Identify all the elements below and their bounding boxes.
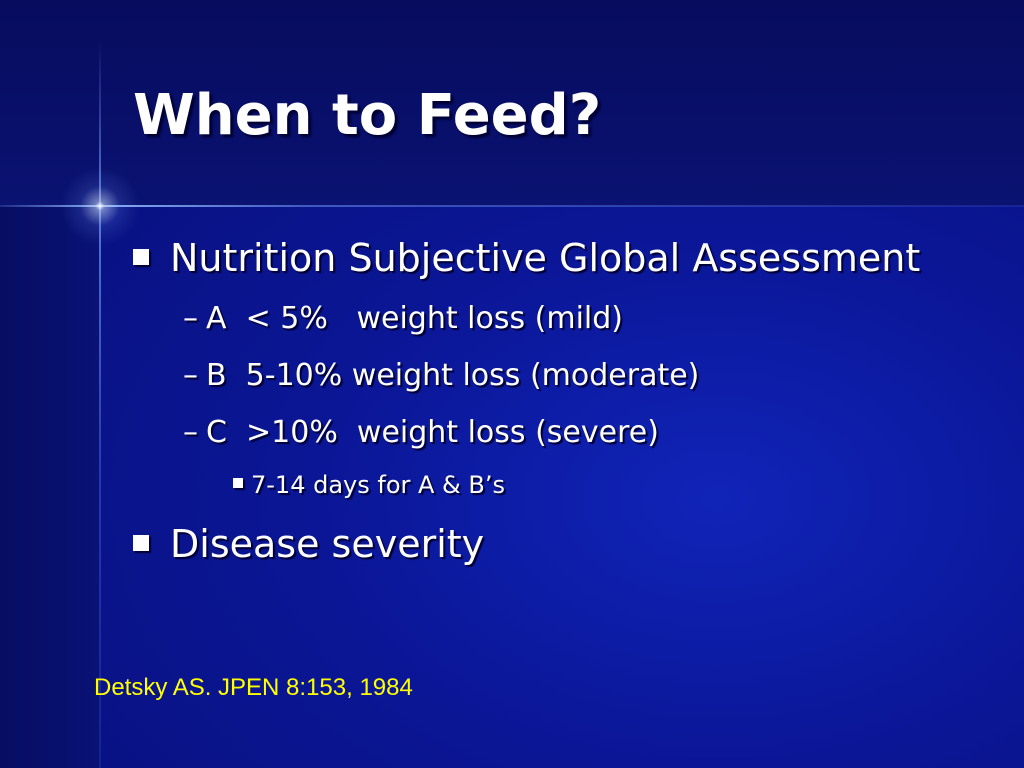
subsubitem-text: 7-14 days for A & B’s xyxy=(251,471,505,499)
bullet-text: Nutrition Subjective Global Assessment xyxy=(170,236,921,280)
bullet-text: Disease severity xyxy=(170,522,485,566)
bullet-item-disease-severity: Disease severity xyxy=(133,522,484,566)
subitem-text: A < 5% weight loss (mild) xyxy=(206,301,623,336)
star-glow-decoration xyxy=(60,166,140,246)
subitem-c: – C >10% weight loss (severe) xyxy=(183,415,659,451)
vertical-accent-line xyxy=(99,40,101,768)
subitem-b: – B 5-10% weight loss (moderate) xyxy=(183,358,699,394)
citation: Detsky AS. JPEN 8:153, 1984 xyxy=(94,674,413,701)
horizontal-accent-line xyxy=(0,205,1024,207)
subitem-text: B 5-10% weight loss (moderate) xyxy=(206,358,700,393)
square-bullet-icon xyxy=(233,478,243,488)
subsubitem-days: 7-14 days for A & B’s xyxy=(233,470,505,500)
subitem-text: C >10% weight loss (severe) xyxy=(206,415,659,450)
dash-marker: – xyxy=(183,358,198,393)
subitem-a: – A < 5% weight loss (mild) xyxy=(183,301,623,337)
dash-marker: – xyxy=(183,415,198,450)
square-bullet-icon xyxy=(133,534,149,551)
dash-marker: – xyxy=(183,301,198,336)
slide-title: When to Feed? xyxy=(133,83,602,148)
bullet-item-nutrition-assessment: Nutrition Subjective Global Assessment xyxy=(133,236,920,280)
title-band-decoration xyxy=(0,0,1024,206)
square-bullet-icon xyxy=(133,248,149,265)
